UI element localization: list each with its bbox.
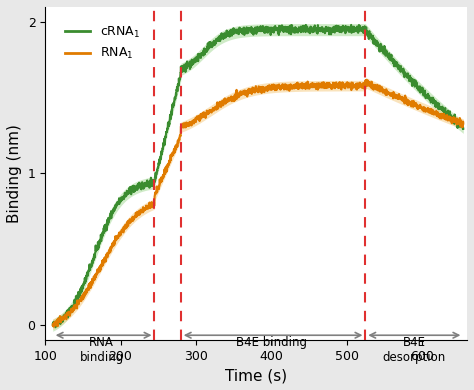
Text: RNA
binding: RNA binding — [80, 336, 124, 364]
Text: B4E binding: B4E binding — [236, 336, 307, 349]
Y-axis label: Binding (nm): Binding (nm) — [7, 124, 22, 223]
Legend: cRNA$_1$, RNA$_1$: cRNA$_1$, RNA$_1$ — [60, 20, 145, 66]
Text: B4E
desorption: B4E desorption — [383, 336, 446, 364]
X-axis label: Time (s): Time (s) — [225, 368, 287, 383]
